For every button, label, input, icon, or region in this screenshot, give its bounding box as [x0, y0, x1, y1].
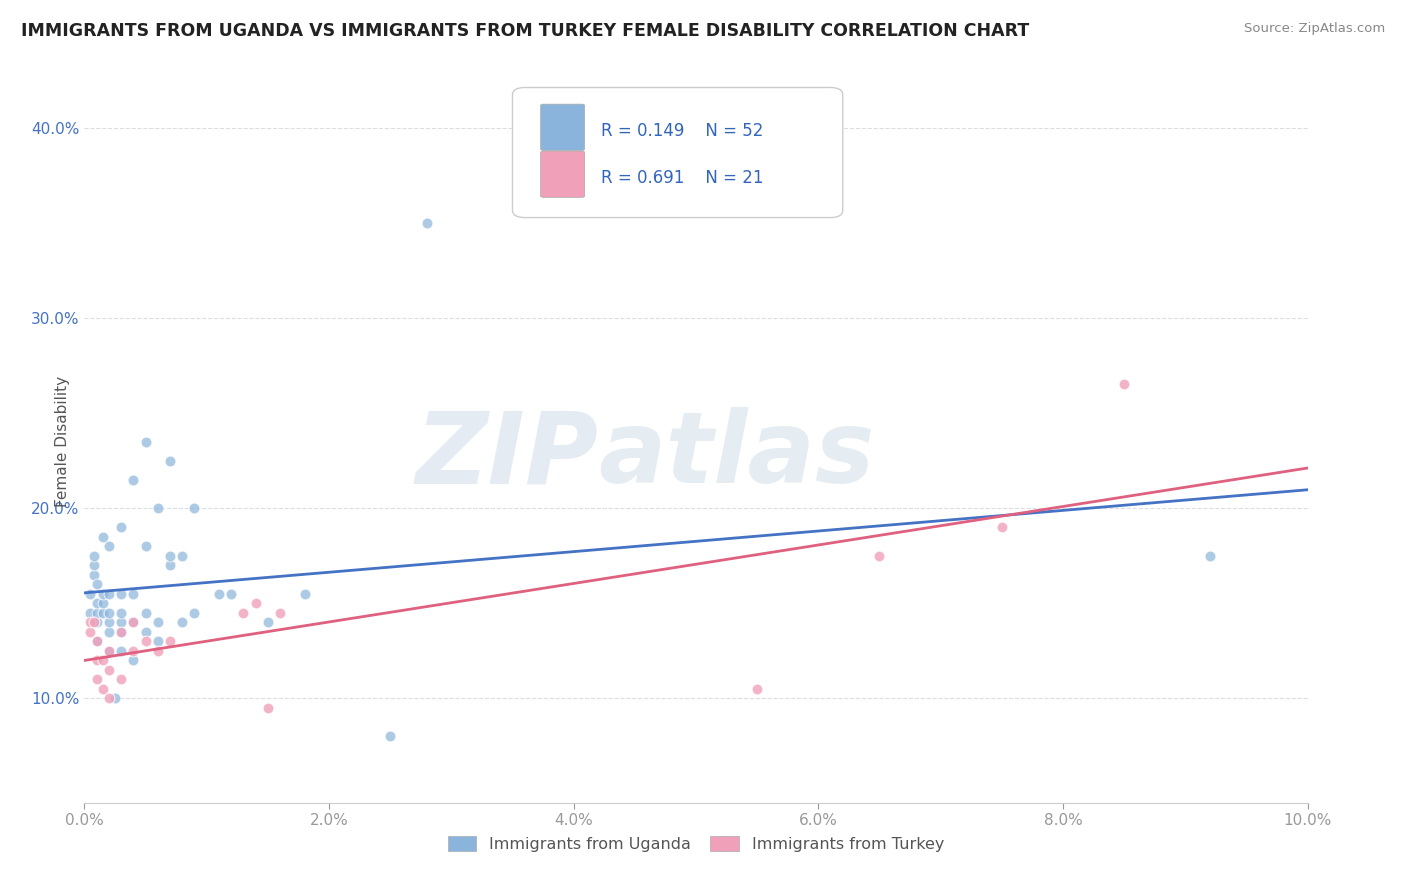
FancyBboxPatch shape	[513, 87, 842, 218]
Point	[257, 700, 280, 714]
Text: IMMIGRANTS FROM UGANDA VS IMMIGRANTS FROM TURKEY FEMALE DISABILITY CORRELATION C: IMMIGRANTS FROM UGANDA VS IMMIGRANTS FRO…	[21, 22, 1029, 40]
Point	[257, 615, 280, 630]
Point	[79, 615, 101, 630]
Y-axis label: Female Disability: Female Disability	[55, 376, 70, 508]
Point	[91, 653, 114, 667]
Point	[79, 624, 101, 639]
Point	[97, 587, 120, 601]
Point	[122, 653, 145, 667]
Point	[135, 606, 157, 620]
Point	[110, 520, 132, 534]
Point	[86, 672, 108, 686]
Point	[97, 691, 120, 706]
Point	[79, 606, 101, 620]
Point	[135, 434, 157, 449]
Point	[135, 539, 157, 553]
FancyBboxPatch shape	[541, 104, 585, 151]
Point	[86, 634, 108, 648]
Legend: Immigrants from Uganda, Immigrants from Turkey: Immigrants from Uganda, Immigrants from …	[440, 828, 952, 860]
Point	[172, 615, 194, 630]
Point	[104, 691, 127, 706]
Point	[146, 634, 169, 648]
Point	[380, 729, 402, 743]
Point	[416, 216, 439, 230]
Point	[1114, 377, 1136, 392]
Point	[91, 530, 114, 544]
Point	[97, 539, 120, 553]
Point	[232, 606, 254, 620]
Point	[97, 643, 120, 657]
Point	[172, 549, 194, 563]
Point	[91, 606, 114, 620]
FancyBboxPatch shape	[541, 151, 585, 197]
Point	[294, 587, 316, 601]
Point	[83, 558, 105, 573]
Point	[86, 577, 108, 591]
Text: atlas: atlas	[598, 408, 875, 505]
Point	[83, 615, 105, 630]
Point	[219, 587, 242, 601]
Point	[122, 587, 145, 601]
Point	[1198, 549, 1220, 563]
Point	[97, 615, 120, 630]
Point	[146, 643, 169, 657]
Point	[122, 473, 145, 487]
Point	[146, 501, 169, 516]
Point	[110, 643, 132, 657]
Point	[122, 615, 145, 630]
Point	[159, 634, 181, 648]
Point	[159, 558, 181, 573]
Point	[86, 596, 108, 610]
Point	[146, 615, 169, 630]
Point	[122, 615, 145, 630]
Point	[991, 520, 1014, 534]
Point	[122, 643, 145, 657]
Point	[183, 501, 205, 516]
Point	[97, 663, 120, 677]
Point	[110, 615, 132, 630]
Text: R = 0.691    N = 21: R = 0.691 N = 21	[600, 169, 763, 186]
Point	[869, 549, 891, 563]
Point	[110, 672, 132, 686]
Point	[97, 624, 120, 639]
Point	[110, 624, 132, 639]
Point	[97, 643, 120, 657]
Point	[86, 615, 108, 630]
Point	[86, 634, 108, 648]
Point	[747, 681, 769, 696]
Point	[86, 606, 108, 620]
Point	[183, 606, 205, 620]
Text: ZIP: ZIP	[415, 408, 598, 505]
Point	[110, 624, 132, 639]
Point	[91, 587, 114, 601]
Point	[135, 634, 157, 648]
Text: Source: ZipAtlas.com: Source: ZipAtlas.com	[1244, 22, 1385, 36]
Point	[91, 681, 114, 696]
Point	[83, 567, 105, 582]
Point	[97, 606, 120, 620]
Point	[159, 549, 181, 563]
Point	[83, 549, 105, 563]
Text: R = 0.149    N = 52: R = 0.149 N = 52	[600, 122, 763, 140]
Point	[79, 587, 101, 601]
Point	[245, 596, 267, 610]
Point	[208, 587, 231, 601]
Point	[135, 624, 157, 639]
Point	[91, 596, 114, 610]
Point	[110, 606, 132, 620]
Point	[86, 653, 108, 667]
Point	[159, 453, 181, 467]
Point	[110, 587, 132, 601]
Point	[269, 606, 291, 620]
